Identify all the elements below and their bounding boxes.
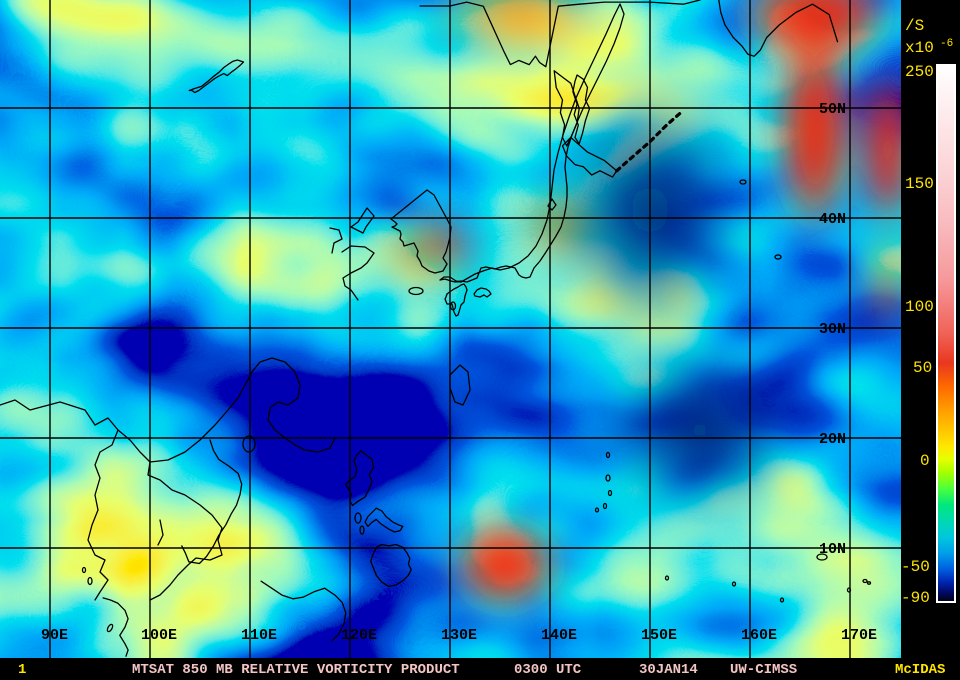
svg-text:30JAN14: 30JAN14 <box>639 662 698 678</box>
svg-text:MTSAT 850 MB RELATIVE VORTICIT: MTSAT 850 MB RELATIVE VORTICITY PRODUCT <box>132 662 460 678</box>
svg-text:1: 1 <box>18 662 26 678</box>
svg-text:McIDAS: McIDAS <box>895 662 945 678</box>
svg-text:UW-CIMSS: UW-CIMSS <box>730 662 797 678</box>
svg-text:0300 UTC: 0300 UTC <box>514 662 582 678</box>
